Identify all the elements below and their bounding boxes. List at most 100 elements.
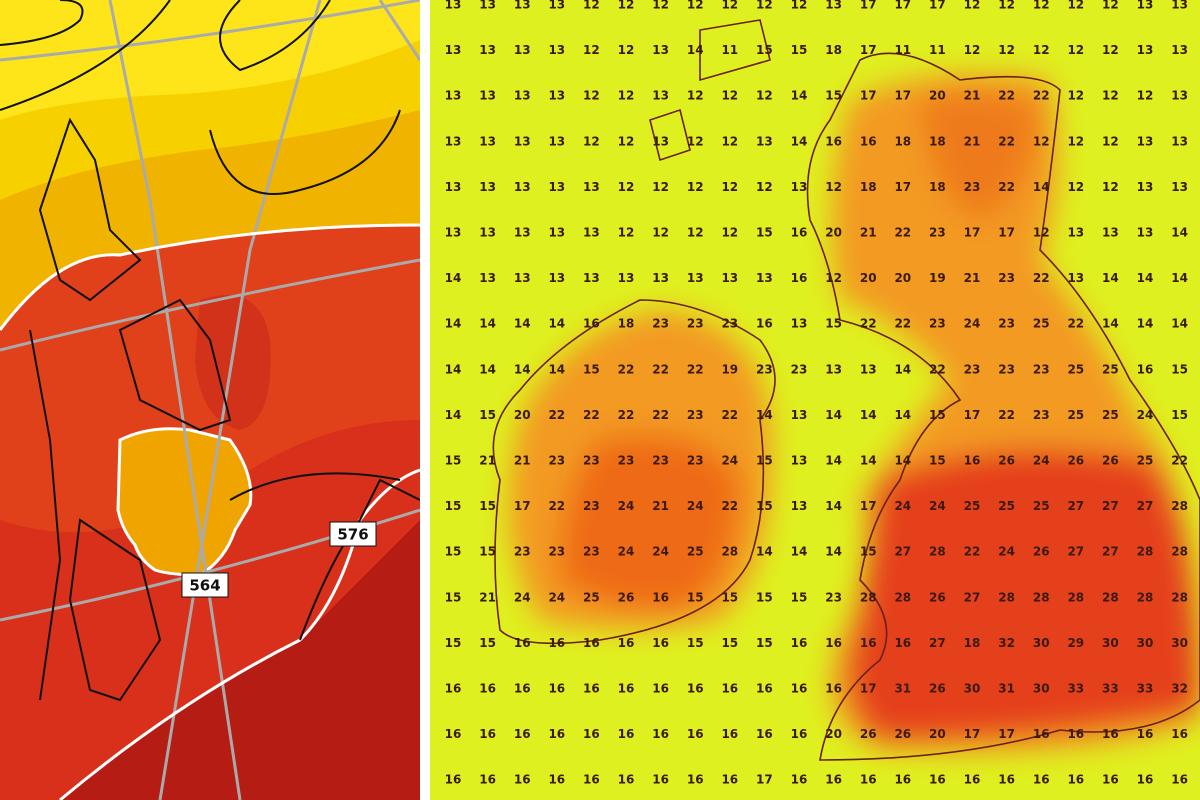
- grid-value: 13: [514, 0, 531, 12]
- grid-value: 16: [618, 682, 635, 696]
- grid-value: 13: [548, 180, 565, 194]
- grid-value: 23: [652, 454, 669, 468]
- grid-value: 17: [894, 89, 911, 103]
- grid-value: 12: [687, 0, 704, 12]
- grid-value: 17: [894, 180, 911, 194]
- grid-value: 15: [479, 408, 496, 422]
- grid-value: 13: [514, 271, 531, 285]
- grid-value: 16: [894, 773, 911, 787]
- grid-value: 15: [445, 454, 462, 468]
- grid-value: 14: [894, 454, 911, 468]
- grid-value: 16: [825, 773, 842, 787]
- grid-value: 16: [1137, 362, 1154, 376]
- grid-value: 22: [652, 408, 669, 422]
- grid-value: 16: [618, 773, 635, 787]
- grid-value: 17: [998, 727, 1015, 741]
- divider: [420, 0, 430, 800]
- grid-value: 12: [1102, 43, 1119, 57]
- grid-value: 16: [825, 636, 842, 650]
- temperature-map: 13 13 13 13 12 12 12 12 12 12 12 13 17 17 17 12 12 12 12 12…: [430, 0, 1200, 800]
- grid-value: 17: [756, 773, 773, 787]
- grid-value: 28: [1171, 545, 1188, 559]
- grid-value: 12: [756, 89, 773, 103]
- grid-value: 13: [652, 134, 669, 148]
- grid-value: 13: [479, 43, 496, 57]
- grid-value: 13: [548, 43, 565, 57]
- grid-value: 14: [445, 317, 462, 331]
- temperature-grid: 13 13 13 13 12 12 12 12 12 12 12 13 17 17 17 12 12 12 12 12…: [445, 0, 1188, 787]
- grid-value: 22: [652, 362, 669, 376]
- grid-value: 13: [1137, 134, 1154, 148]
- grid-value: 13: [1171, 134, 1188, 148]
- grid-value: 16: [548, 727, 565, 741]
- grid-value: 14: [445, 362, 462, 376]
- grid-value: 12: [1067, 43, 1084, 57]
- grid-value: 16: [652, 682, 669, 696]
- grid-value: 22: [1033, 89, 1050, 103]
- grid-value: 15: [929, 454, 946, 468]
- grid-value: 22: [548, 408, 565, 422]
- grid-value: 23: [548, 454, 565, 468]
- grid-value: 12: [791, 0, 808, 12]
- grid-value: 13: [445, 43, 462, 57]
- grid-value: 15: [1171, 408, 1188, 422]
- grid-value: 16: [514, 636, 531, 650]
- grid-value: 12: [1067, 89, 1084, 103]
- grid-value: 28: [998, 590, 1015, 604]
- grid-value: 23: [652, 317, 669, 331]
- grid-value: 13: [514, 226, 531, 240]
- grid-value: 16: [825, 134, 842, 148]
- grid-value: 17: [514, 499, 531, 513]
- grid-value: 15: [756, 454, 773, 468]
- grid-value: 27: [1137, 499, 1154, 513]
- grid-value: 13: [652, 89, 669, 103]
- grid-value: 13: [583, 180, 600, 194]
- grid-value: 21: [860, 226, 877, 240]
- grid-value: 16: [1137, 773, 1154, 787]
- grid-value: 22: [929, 362, 946, 376]
- grid-value: 26: [1102, 454, 1119, 468]
- grid-value: 15: [756, 636, 773, 650]
- grid-value: 28: [1137, 545, 1154, 559]
- grid-value: 16: [1137, 727, 1154, 741]
- grid-value: 13: [1137, 226, 1154, 240]
- grid-value: 24: [1137, 408, 1154, 422]
- grid-value: 25: [583, 590, 600, 604]
- grid-value: 13: [791, 454, 808, 468]
- grid-value: 24: [618, 545, 635, 559]
- grid-value: 16: [445, 727, 462, 741]
- grid-value: 13: [1171, 89, 1188, 103]
- grid-value: 16: [548, 636, 565, 650]
- grid-value: 16: [929, 773, 946, 787]
- grid-value: 28: [1171, 499, 1188, 513]
- grid-value: 27: [964, 590, 981, 604]
- grid-value: 13: [479, 226, 496, 240]
- grid-value: 25: [1102, 362, 1119, 376]
- grid-value: 12: [583, 0, 600, 12]
- grid-value: 22: [998, 89, 1015, 103]
- grid-value: 22: [618, 408, 635, 422]
- grid-value: 27: [1102, 545, 1119, 559]
- grid-value: 16: [583, 727, 600, 741]
- grid-value: 17: [860, 499, 877, 513]
- grid-value: 15: [825, 317, 842, 331]
- grid-value: 12: [652, 0, 669, 12]
- grid-value: 23: [998, 317, 1015, 331]
- grid-value: 14: [825, 499, 842, 513]
- grid-value: 21: [479, 454, 496, 468]
- grid-value: 15: [445, 636, 462, 650]
- grid-value: 30: [1033, 682, 1050, 696]
- grid-value: 13: [1137, 180, 1154, 194]
- grid-value: 23: [756, 362, 773, 376]
- grid-value: 23: [929, 317, 946, 331]
- grid-value: 14: [1171, 271, 1188, 285]
- grid-value: 24: [929, 499, 946, 513]
- grid-value: 13: [583, 226, 600, 240]
- grid-value: 16: [514, 682, 531, 696]
- grid-value: 16: [687, 682, 704, 696]
- grid-value: 12: [618, 0, 635, 12]
- grid-value: 24: [514, 590, 531, 604]
- synoptic-map: 576 564: [0, 0, 420, 800]
- grid-value: 13: [445, 89, 462, 103]
- grid-value: 24: [618, 499, 635, 513]
